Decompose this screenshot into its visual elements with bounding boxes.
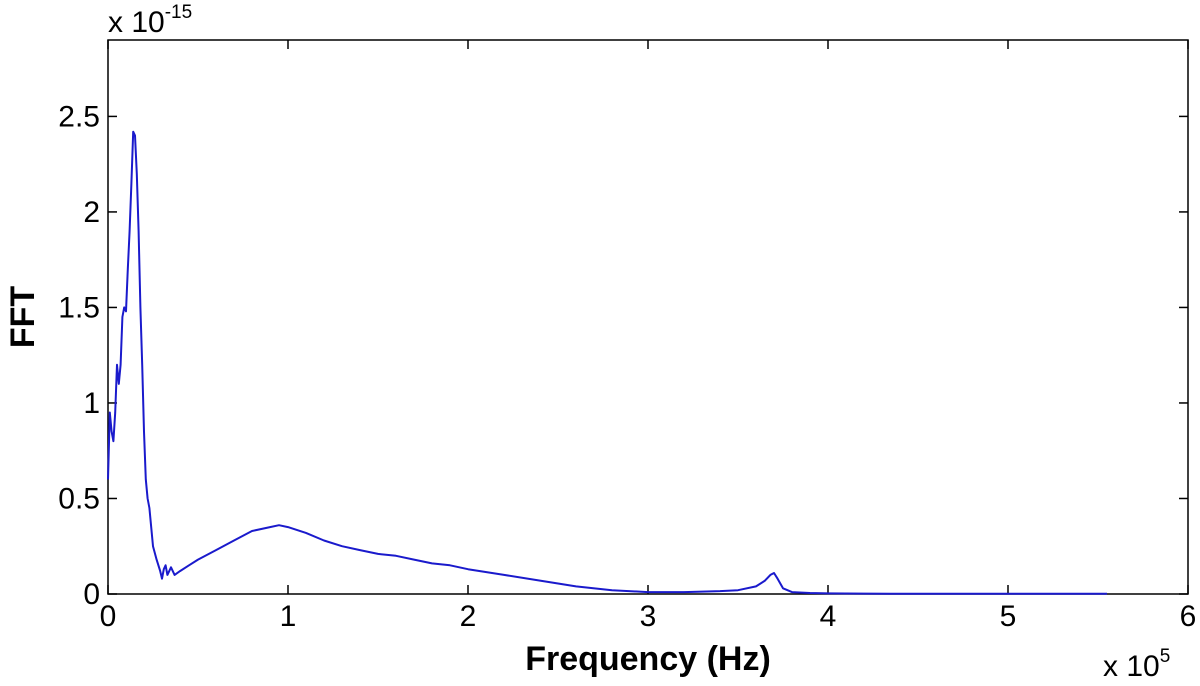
y-tick-label: 0.5 [58, 482, 100, 515]
x-tick-label: 4 [820, 600, 837, 633]
x-tick-label: 0 [100, 600, 117, 633]
x-axis-ticks: 0 1 2 3 4 5 6 [100, 40, 1197, 633]
x-tick-label: 1 [280, 600, 297, 633]
y-tick-label: 2 [83, 196, 100, 229]
y-tick-label: 0 [83, 578, 100, 611]
fft-series-line [107, 130, 1107, 595]
y-tick-label: 1 [83, 387, 100, 420]
y-axis-multiplier: x 10-15 [108, 2, 192, 39]
x-axis-multiplier: x 105 [1103, 646, 1170, 683]
y-tick-label: 1.5 [58, 291, 100, 324]
x-tick-label: 3 [640, 600, 657, 633]
x-tick-label: 6 [1180, 600, 1197, 633]
x-tick-label: 5 [1000, 600, 1017, 633]
x-axis-title: Frequency (Hz) [525, 640, 771, 678]
y-tick-label: 2.5 [58, 100, 100, 133]
plot-area [107, 39, 1189, 595]
y-axis-title: FFT [4, 286, 42, 349]
y-axis-ticks: 0 0.5 1 1.5 2 2.5 [58, 100, 1188, 611]
x-tick-label: 2 [460, 600, 477, 633]
